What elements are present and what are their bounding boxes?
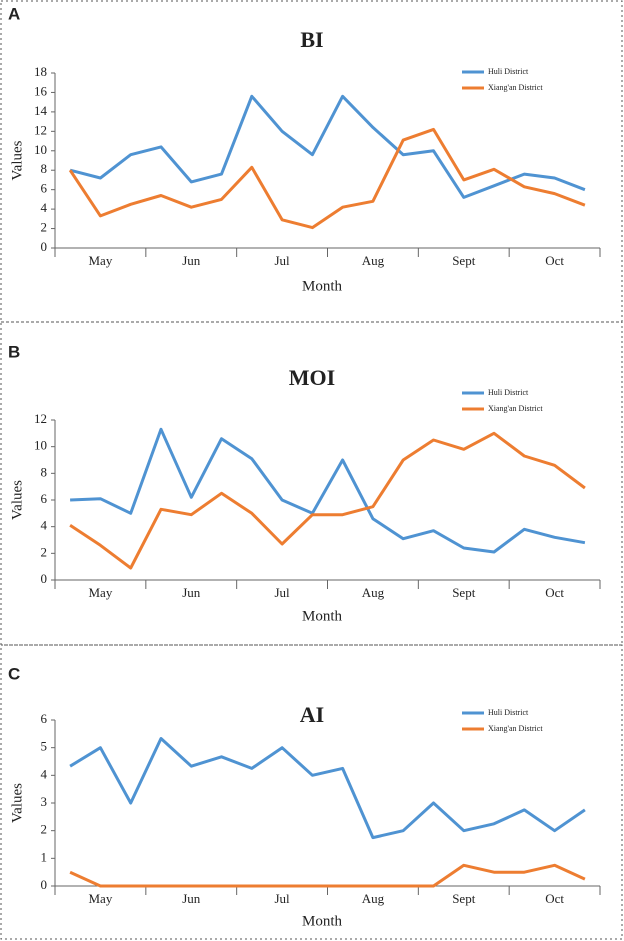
x-tick-label: Oct	[545, 585, 564, 600]
x-axis-label: Month	[302, 608, 343, 624]
x-tick-label: Aug	[362, 585, 385, 600]
y-tick-label: 14	[34, 103, 48, 118]
panel-label: B	[8, 342, 20, 361]
y-tick-label: 4	[41, 766, 48, 781]
x-axis-label: Month	[302, 278, 343, 294]
x-tick-label: Jul	[274, 891, 290, 906]
y-tick-label: 5	[41, 739, 48, 754]
x-tick-label: Sept	[452, 891, 476, 906]
legend-label: Huli District	[488, 708, 529, 717]
y-tick-label: 0	[41, 571, 48, 586]
x-tick-label: Sept	[452, 253, 476, 268]
x-tick-label: Jun	[182, 585, 201, 600]
x-tick-label: May	[88, 253, 112, 268]
y-tick-label: 18	[34, 64, 47, 79]
y-tick-label: 2	[41, 822, 48, 837]
panel-frame	[0, 321, 623, 646]
x-axis-label: Month	[302, 913, 343, 929]
chart-title: AI	[300, 702, 324, 727]
y-tick-label: 12	[34, 411, 47, 426]
y-tick-label: 6	[41, 711, 48, 726]
panel-label: C	[8, 664, 20, 683]
y-tick-label: 3	[41, 794, 48, 809]
y-tick-label: 4	[41, 200, 48, 215]
chart-title: MOI	[289, 365, 335, 390]
y-tick-label: 2	[41, 220, 48, 235]
legend-label: Xiang'an District	[488, 83, 543, 92]
y-tick-label: 1	[41, 849, 48, 864]
y-axis-label: Values	[9, 140, 25, 180]
y-tick-label: 4	[41, 518, 48, 533]
series-line	[69, 863, 586, 888]
y-tick-label: 10	[34, 142, 47, 157]
y-tick-label: 0	[41, 239, 48, 254]
legend-label: Huli District	[488, 67, 529, 76]
y-tick-label: 0	[41, 877, 48, 892]
panel-label: A	[8, 4, 20, 23]
x-tick-label: May	[88, 585, 112, 600]
legend-label: Huli District	[488, 388, 529, 397]
x-tick-label: Aug	[362, 253, 385, 268]
legend-label: Xiang'an District	[488, 404, 543, 413]
series-line	[69, 737, 586, 840]
y-tick-label: 10	[34, 438, 47, 453]
x-tick-label: Sept	[452, 585, 476, 600]
series-line	[68, 127, 586, 230]
x-tick-label: Oct	[545, 891, 564, 906]
y-tick-label: 6	[41, 491, 48, 506]
x-tick-label: Jul	[274, 253, 290, 268]
x-tick-label: Oct	[545, 253, 564, 268]
y-tick-label: 2	[41, 544, 48, 559]
series-line	[69, 94, 586, 199]
series-line	[70, 427, 586, 554]
x-tick-label: Jun	[182, 253, 201, 268]
y-tick-label: 8	[41, 464, 48, 479]
x-tick-label: Jun	[182, 891, 201, 906]
y-tick-label: 8	[41, 161, 48, 176]
x-tick-label: Jul	[274, 585, 290, 600]
panel-frame	[0, 644, 623, 940]
y-tick-label: 6	[41, 181, 48, 196]
chart-title: BI	[300, 27, 323, 52]
legend-label: Xiang'an District	[488, 724, 543, 733]
y-tick-label: 16	[34, 83, 48, 98]
y-axis-label: Values	[9, 783, 25, 823]
panel-frame	[0, 0, 623, 323]
y-tick-label: 12	[34, 122, 47, 137]
y-axis-label: Values	[9, 480, 25, 520]
x-tick-label: May	[88, 891, 112, 906]
series-line	[69, 431, 586, 570]
x-tick-label: Aug	[362, 891, 385, 906]
